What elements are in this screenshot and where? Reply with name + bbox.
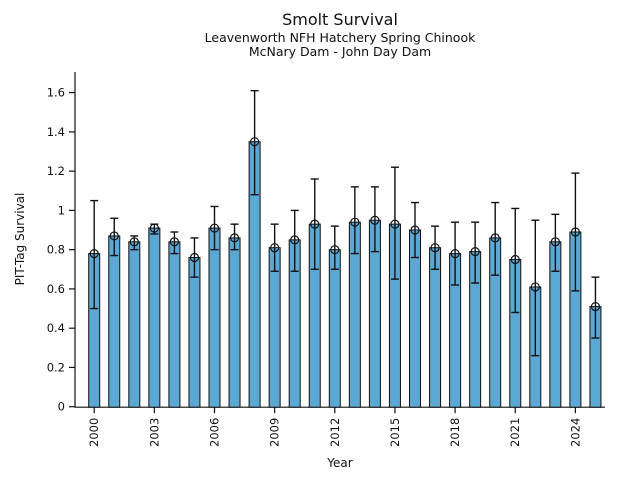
x-tick-label: 2006 <box>208 418 222 447</box>
marker-circle-2021 <box>510 254 520 265</box>
y-tick-label: 1.6 <box>47 86 65 100</box>
marker-circle-2015 <box>390 219 400 229</box>
y-tick-label: 0 <box>58 400 65 414</box>
marker-circle-2013 <box>350 217 360 227</box>
marker-circle-2020 <box>490 233 500 243</box>
x-tick-label: 2003 <box>147 418 161 447</box>
y-tick-label: 1.2 <box>47 164 65 178</box>
title-block: Smolt Survival Leavenworth NFH Hatchery … <box>75 9 605 58</box>
marker-circle-2016 <box>410 225 420 235</box>
x-tick-label: 2018 <box>448 418 462 447</box>
y-tick-label: 0.6 <box>47 282 65 296</box>
y-tick-label: 1.4 <box>47 125 65 139</box>
x-tick-label: 2024 <box>568 418 582 447</box>
bar-2002 <box>128 241 141 408</box>
x-tick-label: 2009 <box>268 418 282 447</box>
marker-circle-2004 <box>169 237 179 247</box>
marker-circle-2000 <box>89 248 99 259</box>
marker-circle-2006 <box>209 223 220 233</box>
chart-subtitle-line2: McNary Dam - John Day Dam <box>248 43 432 59</box>
marker-circle-2014 <box>370 215 380 225</box>
marker-circle-2002 <box>129 237 139 247</box>
marker-circle-2007 <box>229 233 240 243</box>
marker-circle-2001 <box>109 231 119 241</box>
marker-circle-2017 <box>430 243 440 253</box>
bar-2007 <box>228 237 241 408</box>
bar-2005 <box>188 257 201 408</box>
marker-circle-2012 <box>330 245 340 255</box>
marker-circle-2011 <box>310 219 320 229</box>
chart-subtitle-line1: Leavenworth NFH Hatchery Spring Chinook <box>204 30 476 45</box>
x-tick-label: 2012 <box>328 418 342 447</box>
y-tick-label: 0.2 <box>47 360 65 374</box>
y-tick-label: 0.8 <box>47 243 65 257</box>
chart-title: Smolt Survival <box>282 10 398 29</box>
x-axis-label: Year <box>327 456 353 470</box>
bar-2003 <box>148 227 161 408</box>
x-tick-label: 2015 <box>388 418 402 447</box>
bar-2001 <box>108 235 121 408</box>
y-tick-label: 0.4 <box>47 321 65 335</box>
marker-circle-2019 <box>470 247 480 257</box>
marker-circle-2025 <box>590 301 601 312</box>
marker-circle-2023 <box>550 237 560 247</box>
marker-circle-2003 <box>149 223 159 233</box>
y-tick-label: 1 <box>58 203 65 217</box>
marker-circle-2024 <box>570 227 581 237</box>
x-tick-label: 2000 <box>87 418 101 447</box>
bar-2006 <box>208 227 221 408</box>
marker-circle-2008 <box>250 137 260 147</box>
bar-2017 <box>429 247 442 408</box>
marker-circle-2005 <box>189 252 200 263</box>
marker-circle-2018 <box>450 248 460 259</box>
x-tick-label: 2021 <box>508 418 522 447</box>
marker-circle-2009 <box>270 243 280 253</box>
bar-2012 <box>328 249 341 408</box>
marker-circle-2022 <box>530 282 540 292</box>
marker-circle-2010 <box>290 235 300 245</box>
bar-2004 <box>168 241 181 408</box>
